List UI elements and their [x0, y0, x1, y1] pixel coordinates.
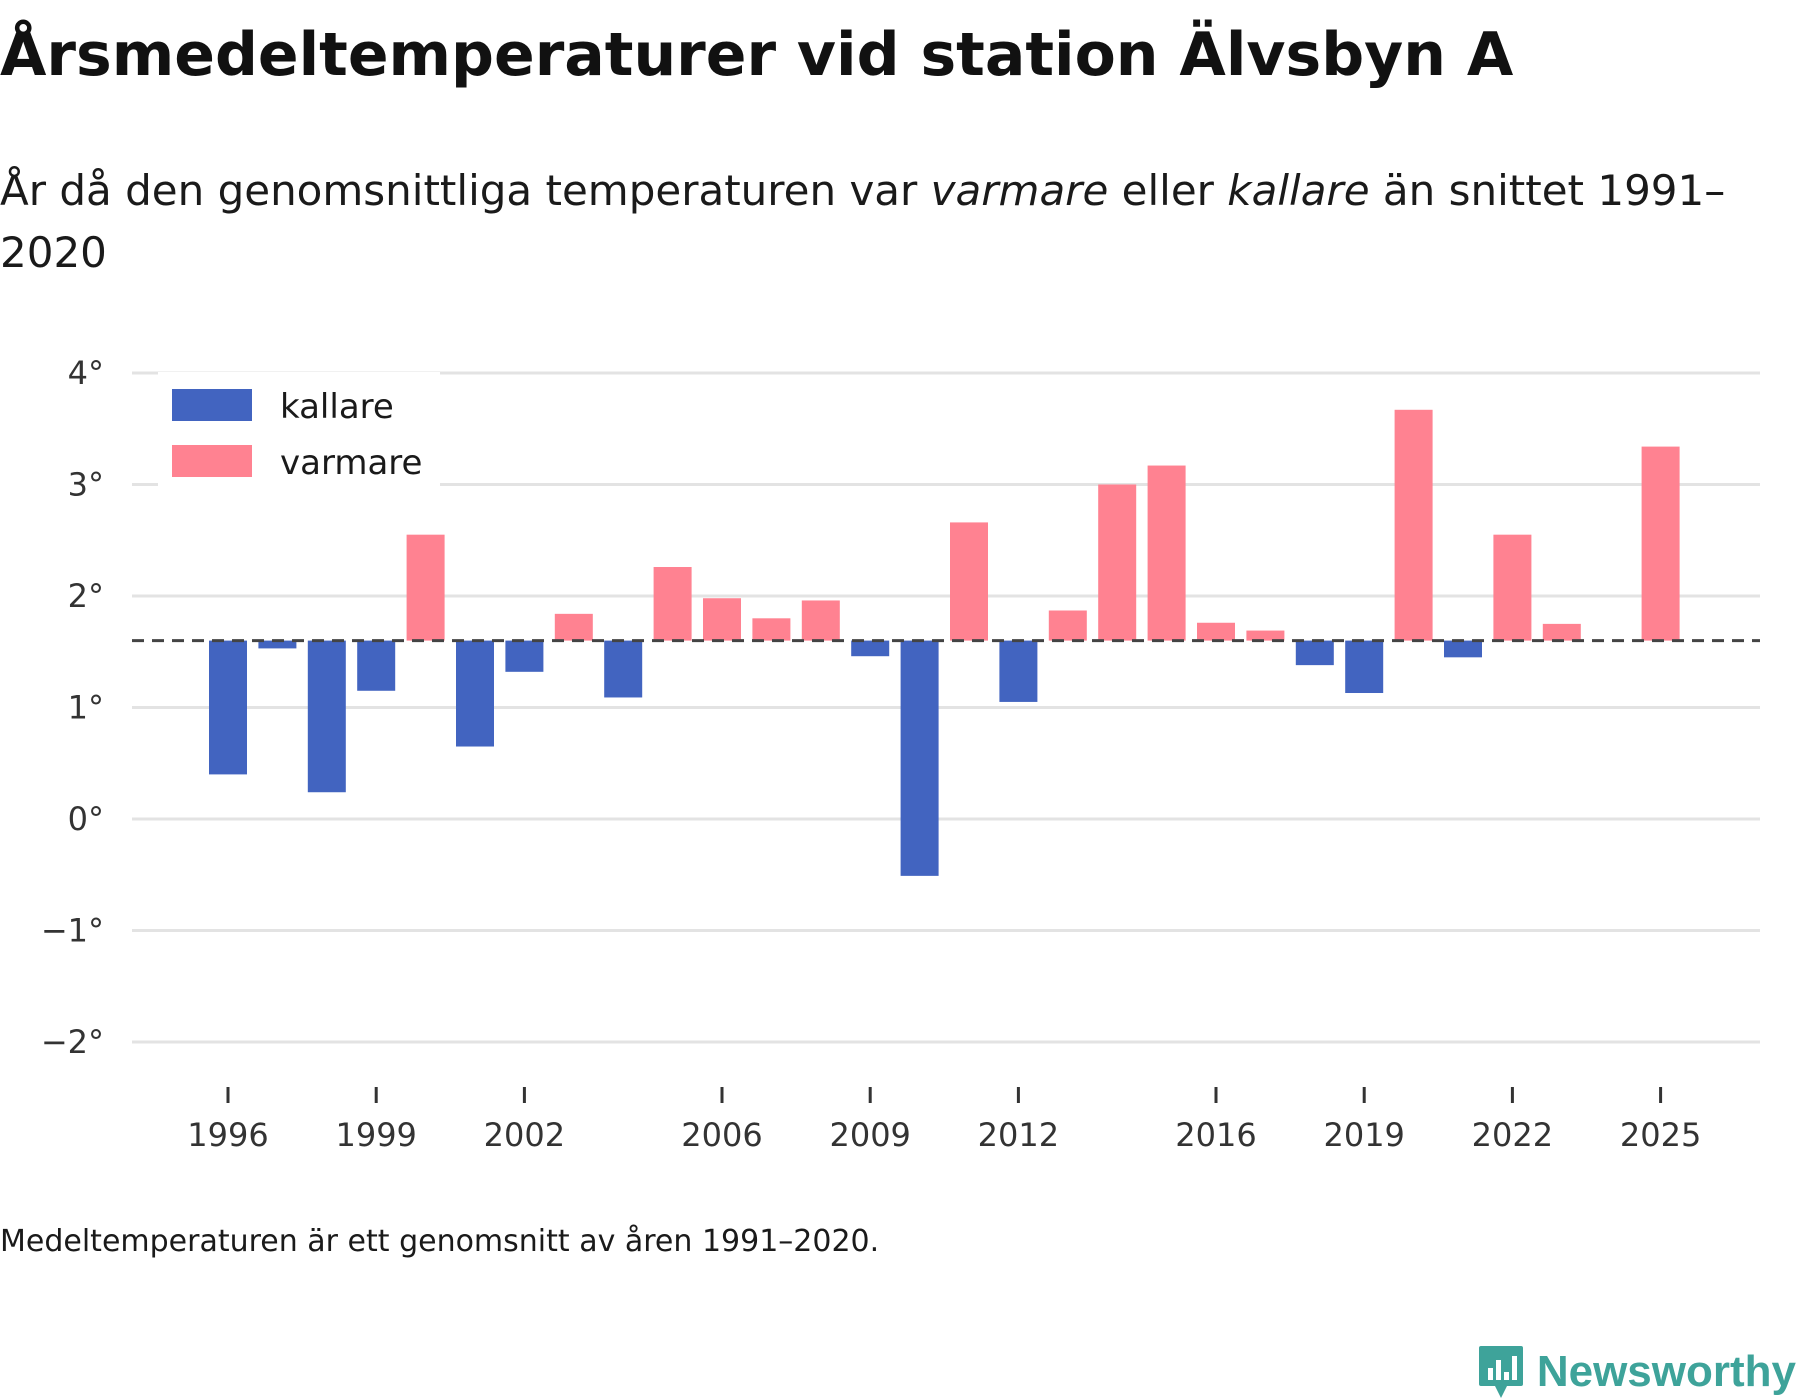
footnote: Medeltemperaturen är ett genomsnitt av å…	[0, 1224, 880, 1259]
bar-2023	[1542, 623, 1581, 641]
bar-2003	[554, 613, 593, 641]
bar-2025	[1641, 446, 1680, 641]
bar-2008	[801, 600, 840, 641]
x-tick-label: 2019	[1323, 1116, 1404, 1154]
bar-2013	[1048, 610, 1087, 641]
bar-2018	[1295, 640, 1334, 666]
y-tick-label: −1°	[41, 912, 104, 950]
x-tick-label: 2009	[829, 1116, 910, 1154]
bar-2002	[505, 640, 544, 672]
bar-2007	[752, 618, 791, 641]
legend-label-warm: varmare	[280, 443, 422, 483]
x-tick-label: 1999	[335, 1116, 416, 1154]
y-tick-label: −2°	[41, 1023, 104, 1061]
bar-1999	[357, 640, 396, 691]
bar-1998	[307, 640, 346, 793]
bar-2010	[900, 640, 939, 876]
bars	[209, 409, 1680, 876]
bar-2014	[1098, 484, 1137, 641]
bar-2011	[950, 522, 988, 641]
newsworthy-icon	[1478, 1346, 1523, 1398]
x-tick-label: 2016	[1175, 1116, 1256, 1154]
bar-1996	[209, 640, 247, 775]
legend-swatch-warm	[172, 445, 252, 477]
bar-2021	[1444, 640, 1482, 658]
x-tick-label: 2025	[1620, 1116, 1701, 1154]
bar-2017	[1246, 630, 1285, 641]
newsworthy-logo[interactable]: Newsworthy	[1477, 1344, 1796, 1400]
y-tick-label: 0°	[68, 800, 104, 838]
bar-2005	[653, 567, 692, 641]
y-tick-label: 1°	[68, 689, 104, 727]
y-axis: −2° −1° 0° 1° 2° 3° 4°	[41, 354, 104, 1061]
legend-label-cold: kallare	[280, 387, 394, 427]
bar-2001	[456, 640, 494, 747]
bar-2006	[703, 598, 741, 641]
x-tick-label: 2002	[484, 1116, 565, 1154]
legend-swatch-cold	[172, 389, 252, 421]
x-axis: 1996 1999 2002 2006 2009 2012 2016 2019 2022 2025	[187, 1087, 1701, 1154]
subtitle-warm-word: varmare	[930, 166, 1109, 215]
bar-2016	[1197, 622, 1235, 641]
bar-2019	[1345, 640, 1384, 694]
bar-2012	[999, 640, 1038, 702]
subtitle-cold-word: kallare	[1227, 166, 1370, 215]
subtitle-part-1: År då den genomsnittliga temperaturen va…	[0, 166, 931, 215]
legend: kallare varmare	[158, 372, 440, 488]
chart-title: Årsmedeltemperaturer vid station Älvsbyn…	[0, 20, 1514, 90]
bar-1997	[258, 640, 297, 649]
bar-2022	[1493, 534, 1532, 641]
x-tick-label: 1996	[187, 1116, 268, 1154]
x-tick-label: 2006	[681, 1116, 762, 1154]
newsworthy-wordmark: Newsworthy	[1536, 1347, 1796, 1396]
x-tick-label: 2022	[1472, 1116, 1553, 1154]
bar-2004	[604, 640, 643, 698]
y-tick-label: 4°	[68, 354, 104, 392]
subtitle-part-2: eller	[1108, 166, 1228, 215]
x-tick-label: 2012	[978, 1116, 1059, 1154]
subtitle-part-3: än snittet 1991–2020	[0, 166, 1726, 277]
bar-2009	[851, 640, 890, 657]
y-tick-label: 2°	[68, 577, 104, 615]
chart-subtitle: År då den genomsnittliga temperaturen va…	[0, 160, 1760, 284]
bar-2015	[1147, 465, 1186, 641]
bar-2000	[406, 534, 445, 641]
bar-2020	[1394, 409, 1433, 641]
y-tick-label: 3°	[68, 466, 104, 504]
